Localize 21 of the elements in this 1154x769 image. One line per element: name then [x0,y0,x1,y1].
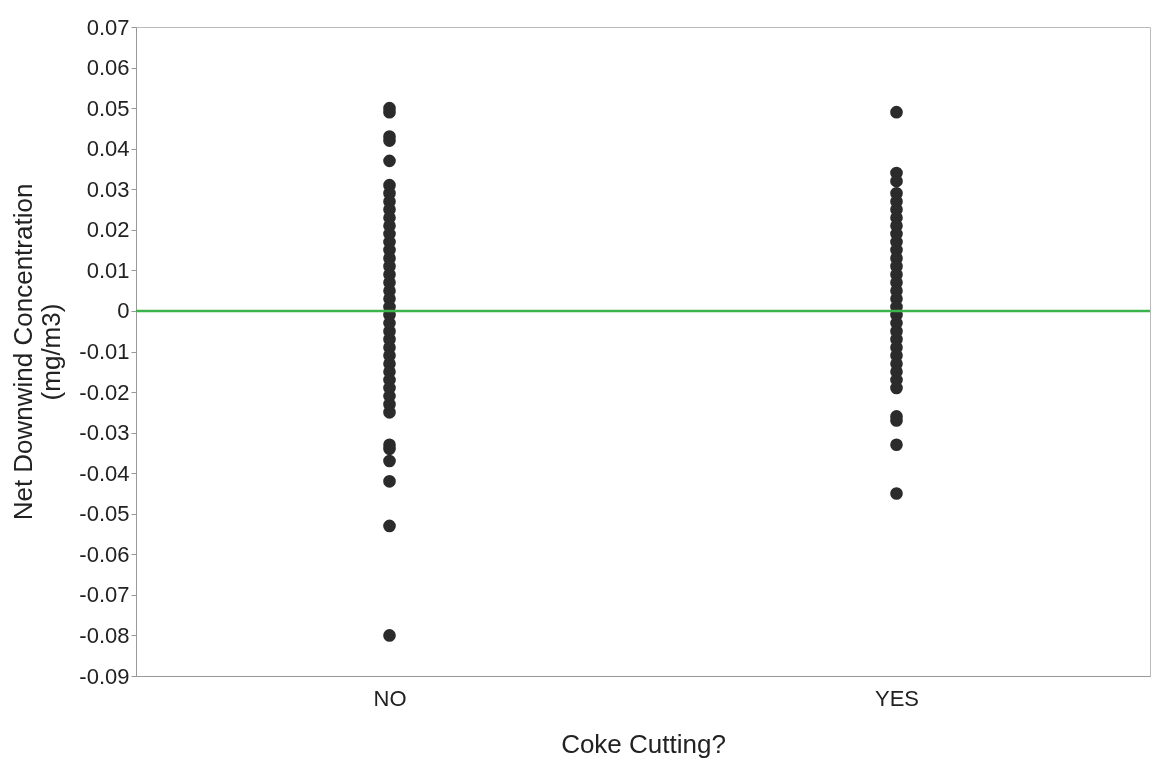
y-tick-label: 0.05 [86,95,130,121]
y-tick-label: 0.06 [86,55,130,81]
y-tick-label: 0.01 [86,257,130,283]
y-tick-label: 0.02 [86,217,130,243]
y-tick-label: -0.06 [79,541,130,567]
y-tick-label: 0.03 [86,176,130,202]
y-tick-label: -0.08 [79,622,130,648]
y-tick-label: -0.09 [79,663,130,689]
y-tick-label: -0.03 [79,420,130,446]
y-tick-label: 0 [117,298,130,324]
y-tick-label: 0.04 [86,136,130,162]
y-tick-label: -0.01 [79,339,130,364]
y-tick-label: -0.05 [79,501,130,527]
x-axis-title: Coke Cutting? [561,728,726,759]
y-axis-title: Net Downwind Concentration (mg/m3) [8,183,67,521]
y-tick-label: -0.04 [79,460,130,486]
y-tick-label: 0.07 [86,14,130,40]
x-tick-label: NO [373,685,407,711]
y-tick-label: -0.07 [79,582,130,608]
x-tick-label: YES [874,685,920,711]
y-tick-label: -0.02 [79,379,130,405]
